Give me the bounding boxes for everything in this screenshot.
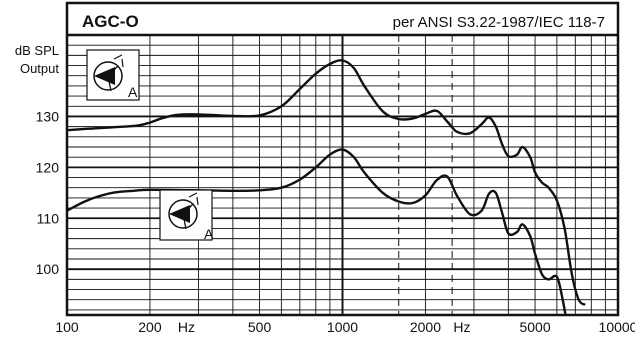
x-unit-label: Hz <box>453 319 470 335</box>
x-tick-label: 500 <box>248 319 272 335</box>
y-tick-label: 130 <box>36 108 60 124</box>
grid <box>67 35 618 315</box>
x-tick-label: 100 <box>55 319 79 335</box>
header-band <box>67 3 618 35</box>
x-tick-label: 5000 <box>519 319 550 335</box>
y-tick-label: 120 <box>36 159 60 175</box>
chart-header: AGC-O per ANSI S3.22-1987/IEC 118-7 <box>67 3 618 37</box>
y-axis-label-line2: Output <box>20 61 59 76</box>
x-tick-label: 10000 <box>599 319 635 335</box>
output-curve <box>67 59 586 306</box>
plot-frame <box>65 1 620 317</box>
output-marker-icon: A <box>86 49 140 101</box>
chart-subtitle: per ANSI S3.22-1987/IEC 118-7 <box>393 14 605 31</box>
x-tick-label: 2000 <box>410 319 441 335</box>
x-tick-label: 200 <box>138 319 162 335</box>
plot-border <box>65 1 620 317</box>
gain-marker-icon: A <box>159 189 214 242</box>
chart-title: AGC-O <box>82 12 139 31</box>
microphone-markers: A A <box>86 49 214 242</box>
output-marker-letter: A <box>128 84 138 100</box>
y-axis-label-line1: dB SPL <box>15 43 59 58</box>
y-tick-label: 100 <box>36 261 60 277</box>
x-tick-label: 1000 <box>327 319 358 335</box>
gain-marker-letter: A <box>204 226 214 242</box>
y-tick-label: 110 <box>37 210 60 226</box>
x-unit-label: Hz <box>178 319 195 335</box>
response-curves <box>67 59 586 315</box>
axes: dB SPL Output 100 200 500 1000 2000 5000 10000… <box>15 43 635 335</box>
